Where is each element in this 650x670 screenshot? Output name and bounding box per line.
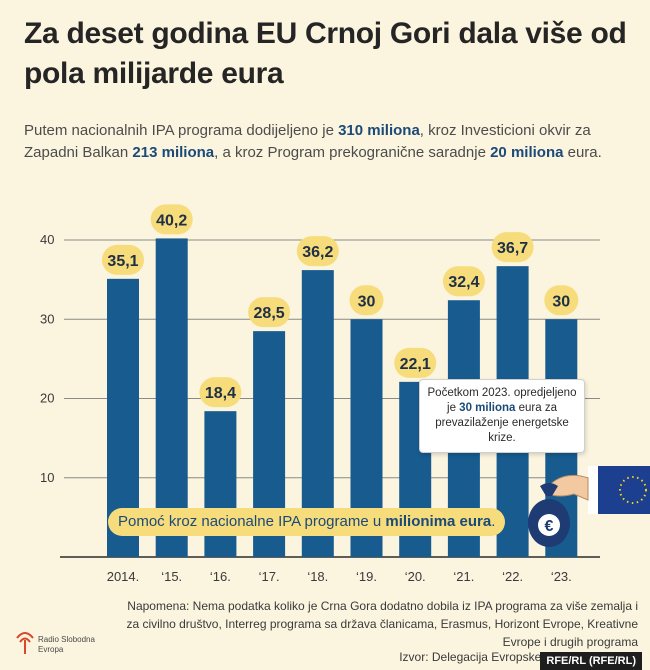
callout-highlight: 30 miliona <box>459 402 516 414</box>
eu-stars-icon <box>619 476 647 504</box>
data-label: 18,4 <box>205 385 236 402</box>
data-label: 36,7 <box>497 240 528 257</box>
subtitle-text-1: Putem nacionalnih IPA programa dodijelje… <box>24 122 339 139</box>
euro-coin-icon <box>538 514 560 536</box>
callout-text-1: Početkom 2023. opredjeljeno je <box>427 387 577 414</box>
footnote: Napomena: Nema podatka koliko je Crna Go… <box>126 599 638 649</box>
data-label-bg <box>296 236 339 267</box>
data-label-bg <box>394 347 437 378</box>
subtitle-highlight-ipa: 310 miliona <box>338 122 420 139</box>
y-tick-label: 30 <box>40 311 54 326</box>
bar <box>155 238 188 558</box>
data-label: 30 <box>358 293 376 310</box>
x-tick-label: ‘18. <box>307 569 328 584</box>
x-tick-label: ‘15. <box>161 569 182 584</box>
callout-text-2: eura za prevazilaženje energetske krize. <box>435 402 569 444</box>
x-tick-label: ‘16. <box>210 569 231 584</box>
data-label-bg <box>150 204 193 235</box>
data-label: 22,1 <box>400 356 431 373</box>
chart-subtitle: Putem nacionalnih IPA programa dodijelje… <box>24 120 624 164</box>
data-label-bg <box>442 266 485 297</box>
x-axis-ticks: 2014. ‘15. ‘16. ‘17. ‘18. ‘19. ‘20. ‘21. ‘22. ‘23… <box>107 569 572 584</box>
data-label: 32,4 <box>448 274 479 291</box>
x-tick-label: ‘22. <box>502 569 523 584</box>
subtitle-text-2: , kroz Investicioni okvir za Zapadni Bal… <box>24 122 591 161</box>
euro-sign-icon: € <box>545 518 554 535</box>
sleeve-shape <box>596 466 650 514</box>
subtitle-text-3: , a kroz Program prekogranične saradnje <box>214 144 491 161</box>
x-tick-label: 2014. <box>107 569 140 584</box>
y-axis-ticks: 10 20 30 40 <box>40 232 54 485</box>
banner-highlight: milionima eura <box>385 513 492 530</box>
credit-badge: RFE/RL (RFE/RL) <box>540 652 642 670</box>
subtitle-highlight-cbc: 20 miliona <box>490 144 564 161</box>
data-label-bg <box>248 297 291 328</box>
data-label: 30 <box>552 293 570 310</box>
data-label: 40,2 <box>156 212 187 229</box>
bag-neck <box>540 483 558 496</box>
y-tick-label: 20 <box>40 391 54 406</box>
banner-text-1: Pomoć kroz nacionalne IPA programe u <box>118 513 386 530</box>
data-label-bg <box>544 285 579 316</box>
y-tick-label: 10 <box>40 470 54 485</box>
x-tick-label: ‘20. <box>405 569 426 584</box>
x-tick-label: ‘19. <box>356 569 377 584</box>
eu-hand-illustration: € <box>528 466 650 547</box>
cuff-shape <box>588 466 598 514</box>
x-tick-label: ‘21. <box>453 569 474 584</box>
data-label: 28,5 <box>254 305 285 322</box>
x-tick-label: ‘17. <box>259 569 280 584</box>
data-labels: 35,1 40,2 18,4 28,5 36,2 30 22,1 32,4 36,7 30 <box>102 204 579 408</box>
chart-title: Za deset godina EU Crnoj Gori dala više … <box>24 17 627 90</box>
rse-logo-icon <box>16 632 34 654</box>
subtitle-text-4: eura. <box>563 144 602 161</box>
x-tick-label: ‘23. <box>551 569 572 584</box>
data-label-bg <box>199 377 242 408</box>
data-label-bg <box>102 244 144 275</box>
data-label-bg <box>349 285 384 316</box>
banner-text-2: . <box>491 513 496 530</box>
y-tick-label: 40 <box>40 232 54 247</box>
data-label: 36,2 <box>302 244 333 261</box>
data-label-bg <box>491 232 534 263</box>
data-label: 35,1 <box>107 253 138 270</box>
units-banner: Pomoć kroz nacionalne IPA programe u mil… <box>108 508 506 536</box>
subtitle-highlight-wbif: 213 miliona <box>132 144 215 161</box>
logo-text: Radio Slobodna Evropa <box>38 635 95 654</box>
callout-tail <box>547 440 563 452</box>
